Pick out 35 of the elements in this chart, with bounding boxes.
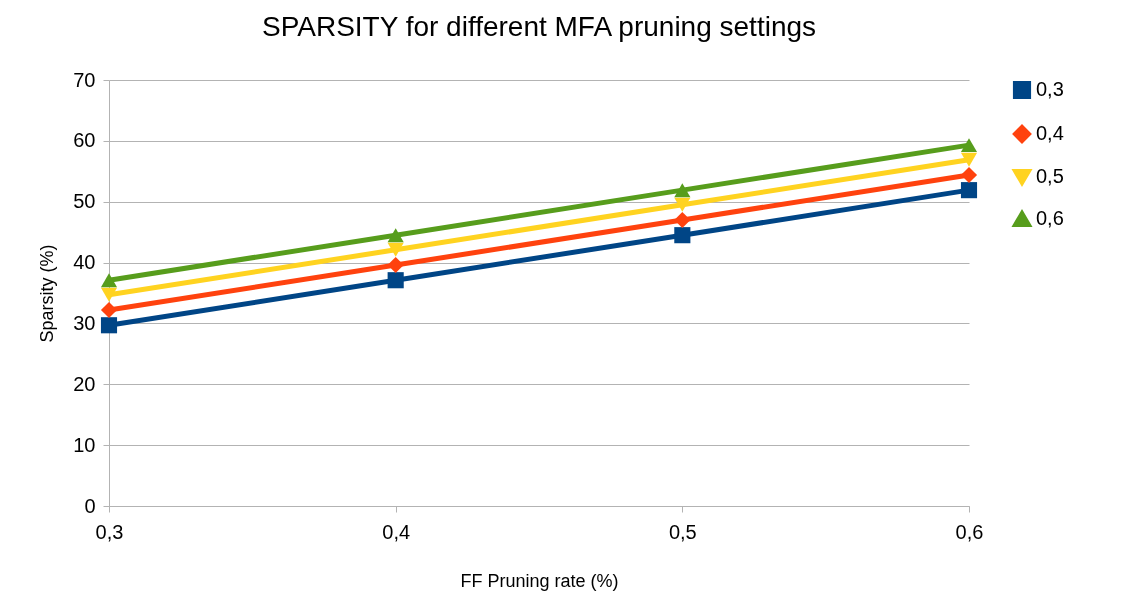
point [387, 272, 404, 289]
point [960, 138, 978, 153]
y-axis-title: Sparsity (%) [37, 244, 58, 343]
point [387, 256, 404, 274]
point [674, 211, 691, 229]
y-tick-label: 50 [73, 190, 96, 213]
point [674, 227, 691, 244]
legend-label: 0,3 [1036, 78, 1064, 100]
point [100, 273, 118, 288]
y-tick-label: 40 [73, 251, 96, 274]
point [100, 317, 118, 334]
x-tick-label: 0,5 [668, 520, 697, 543]
x-tick-label: 0,3 [95, 520, 124, 543]
point [960, 166, 978, 183]
point [100, 301, 118, 319]
y-tick-label: 60 [73, 129, 96, 152]
y-tick-label: 0 [84, 494, 96, 517]
y-tick-label: 70 [73, 68, 96, 91]
point [674, 183, 691, 198]
y-tick-label: 20 [73, 372, 96, 395]
legend-label: 0,5 [1036, 165, 1064, 187]
y-tick-label: 10 [73, 433, 96, 456]
point [387, 242, 404, 257]
x-tick-label: 0,6 [955, 520, 984, 543]
y-tick-label: 30 [73, 311, 96, 334]
point [960, 182, 978, 199]
point [674, 197, 691, 212]
x-axis-title: FF Pruning rate (%) [460, 570, 619, 591]
legend-label: 0,6 [1036, 207, 1064, 229]
x-tick-label: 0,4 [382, 520, 411, 543]
legend-label: 0,4 [1036, 122, 1064, 144]
chart-title: SPARSITY for different MFA pruning settings [261, 11, 817, 42]
point [960, 152, 978, 167]
point [387, 228, 404, 243]
point [100, 287, 118, 302]
